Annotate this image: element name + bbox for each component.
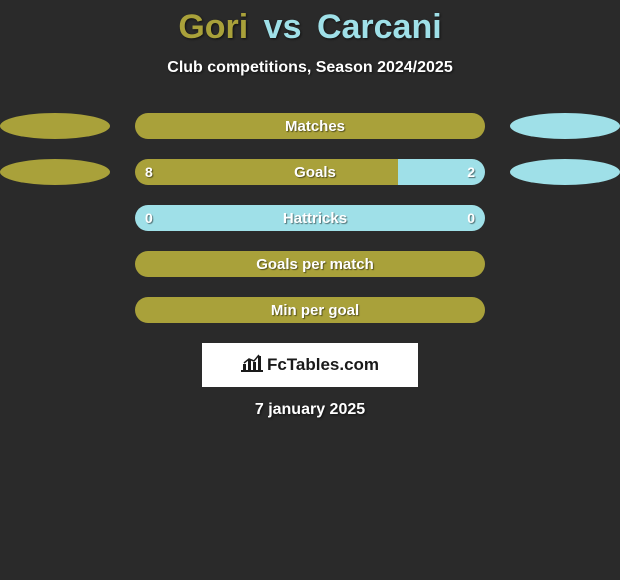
stat-row: Min per goal [0,297,620,323]
stat-bar: Goals per match [135,251,485,277]
logo-inner: FcTables.com [241,354,379,377]
date-text: 7 january 2025 [0,401,620,419]
title-player2: Carcani [317,8,442,46]
bar-label: Min per goal [135,297,485,323]
stat-bar: 00Hattricks [135,205,485,231]
player2-ellipse [510,159,620,185]
logo-badge: FcTables.com [202,343,418,387]
ellipse-placeholder [0,297,110,323]
bar-label: Goals [135,159,485,185]
player2-ellipse [510,113,620,139]
stat-row: 00Hattricks [0,205,620,231]
page-title: Gori vs Carcani [0,8,620,47]
main-container: Gori vs Carcani Club competitions, Seaso… [0,0,620,419]
stat-bar: Matches [135,113,485,139]
chart-icon [241,354,263,377]
ellipse-placeholder [0,205,110,231]
stat-row: Goals per match [0,251,620,277]
ellipse-placeholder [510,297,620,323]
stat-row: Matches [0,113,620,139]
player1-ellipse [0,113,110,139]
bar-label: Matches [135,113,485,139]
ellipse-placeholder [510,205,620,231]
subtitle: Club competitions, Season 2024/2025 [0,59,620,77]
title-vs: vs [264,8,302,46]
ellipse-placeholder [0,251,110,277]
stat-bar: 82Goals [135,159,485,185]
stat-bar: Min per goal [135,297,485,323]
stat-row: 82Goals [0,159,620,185]
title-player1: Gori [178,8,248,46]
logo-text: FcTables.com [267,355,379,375]
player1-ellipse [0,159,110,185]
ellipse-placeholder [510,251,620,277]
bar-label: Hattricks [135,205,485,231]
stats-rows: Matches 82Goals 00Hattricks Goals per match… [0,113,620,323]
bar-label: Goals per match [135,251,485,277]
